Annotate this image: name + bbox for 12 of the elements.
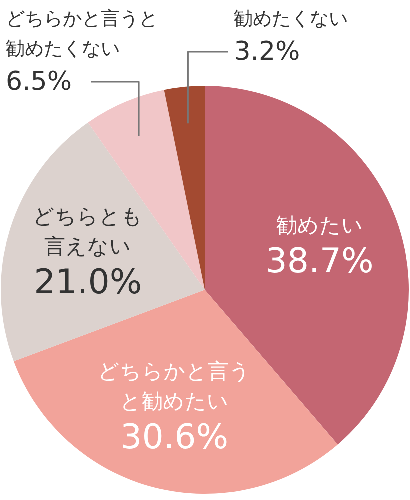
slice-label: 勧めたい [276,213,364,238]
data-label: 30.6% [120,418,229,458]
slice-label: どちらとも言えない [33,204,144,259]
slice-label: どちらかと言うと勧めたくない [6,8,158,60]
slice-label: どちらかと言うと勧めたい [98,360,252,414]
data-label: 38.7% [266,241,374,282]
data-label: 3.2% [234,37,300,67]
slice-label: 勧めたくない [234,8,348,30]
data-label: 21.0% [34,262,142,303]
data-label: 6.5% [6,67,72,97]
pie-slice [1,122,205,362]
pie-slice [164,86,205,290]
